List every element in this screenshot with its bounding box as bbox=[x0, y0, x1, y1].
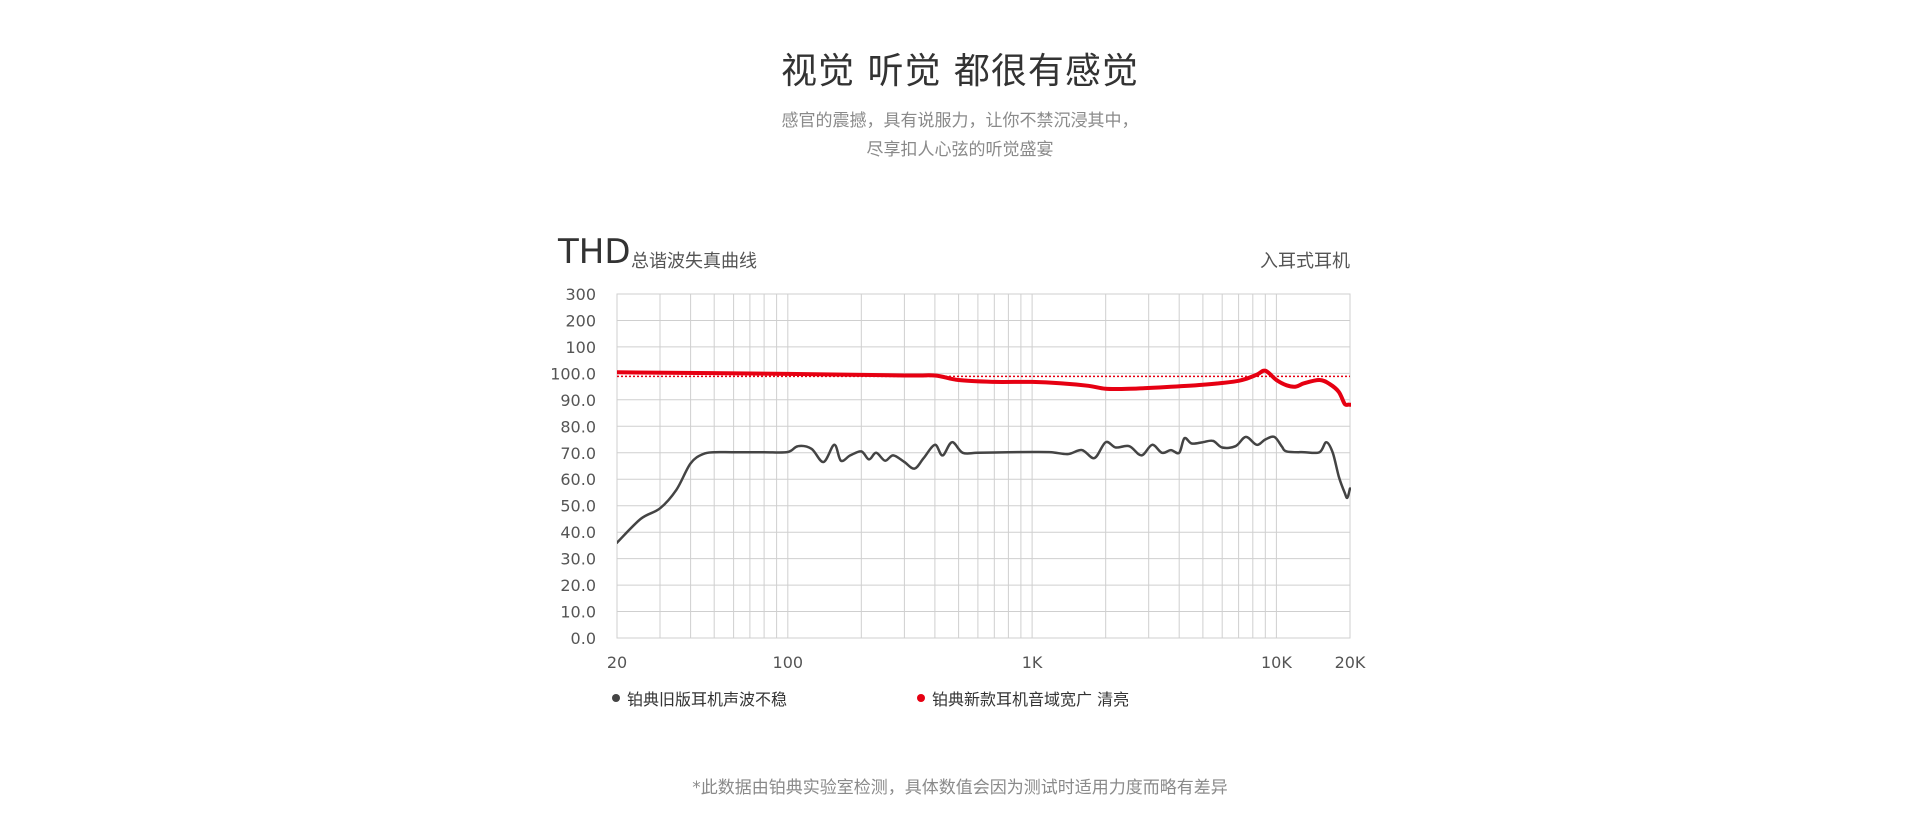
y-tick-label: 0.0 bbox=[571, 629, 596, 648]
y-tick-label: 80.0 bbox=[560, 417, 596, 436]
y-tick-label: 200 bbox=[565, 312, 596, 331]
y-tick-label: 100 bbox=[565, 338, 596, 357]
legend-dot-new bbox=[917, 694, 925, 702]
legend-item-new: 铂典新款耳机音域宽广 清亮 bbox=[917, 686, 1129, 710]
page-subtitle-line-2: 尽享扣人心弦的听觉盛宴 bbox=[866, 140, 1054, 160]
y-tick-labels: 300 200 100 100.0 90.0 80.0 70.0 60.0 50.0 40.0 30… bbox=[550, 285, 596, 648]
y-tick-label: 70.0 bbox=[560, 444, 596, 463]
legend-label-new: 铂典新款耳机音域宽广 清亮 bbox=[932, 690, 1130, 709]
x-tick-label: 10K bbox=[1261, 653, 1292, 672]
y-tick-label: 300 bbox=[565, 285, 596, 304]
y-tick-label: 30.0 bbox=[560, 550, 596, 569]
y-tick-label: 40.0 bbox=[560, 523, 596, 542]
x-tick-label: 20K bbox=[1335, 653, 1366, 672]
y-tick-label: 10.0 bbox=[560, 603, 596, 622]
series-line-new bbox=[617, 368, 1351, 407]
x-tick-labels: 20 100 1K 10K 20K bbox=[607, 653, 1366, 672]
page-subtitle-line-1: 感官的震撼，具有说服力，让你不禁沉浸其中， bbox=[781, 111, 1139, 131]
legend-label-old: 铂典旧版耳机声波不稳 bbox=[627, 690, 788, 709]
chart-grid bbox=[616, 293, 1351, 639]
y-tick-label: 90.0 bbox=[560, 391, 596, 410]
chart-subtitle: 总谐波失真曲线 bbox=[631, 251, 757, 272]
chart-title: THD bbox=[558, 232, 631, 272]
chart-corner-label: 入耳式耳机 bbox=[1260, 251, 1350, 272]
series-group bbox=[617, 368, 1351, 544]
y-tick-label: 60.0 bbox=[560, 470, 596, 489]
x-tick-label: 1K bbox=[1022, 653, 1043, 672]
plot-frame bbox=[616, 293, 1351, 639]
x-tick-label: 20 bbox=[607, 653, 627, 672]
y-tick-label: 50.0 bbox=[560, 497, 596, 516]
y-tick-label: 20.0 bbox=[560, 576, 596, 595]
series-line-old bbox=[617, 435, 1351, 544]
legend-item-old: 铂典旧版耳机声波不稳 bbox=[612, 686, 787, 710]
page-title: 视觉 听觉 都很有感觉 bbox=[781, 51, 1139, 92]
footnote: *此数据由铂典实验室检测，具体数值会因为测试时适用力度而略有差异 bbox=[692, 778, 1228, 798]
legend-dot-old bbox=[612, 694, 620, 702]
x-tick-label: 100 bbox=[773, 653, 804, 672]
y-tick-label: 100.0 bbox=[550, 364, 596, 383]
